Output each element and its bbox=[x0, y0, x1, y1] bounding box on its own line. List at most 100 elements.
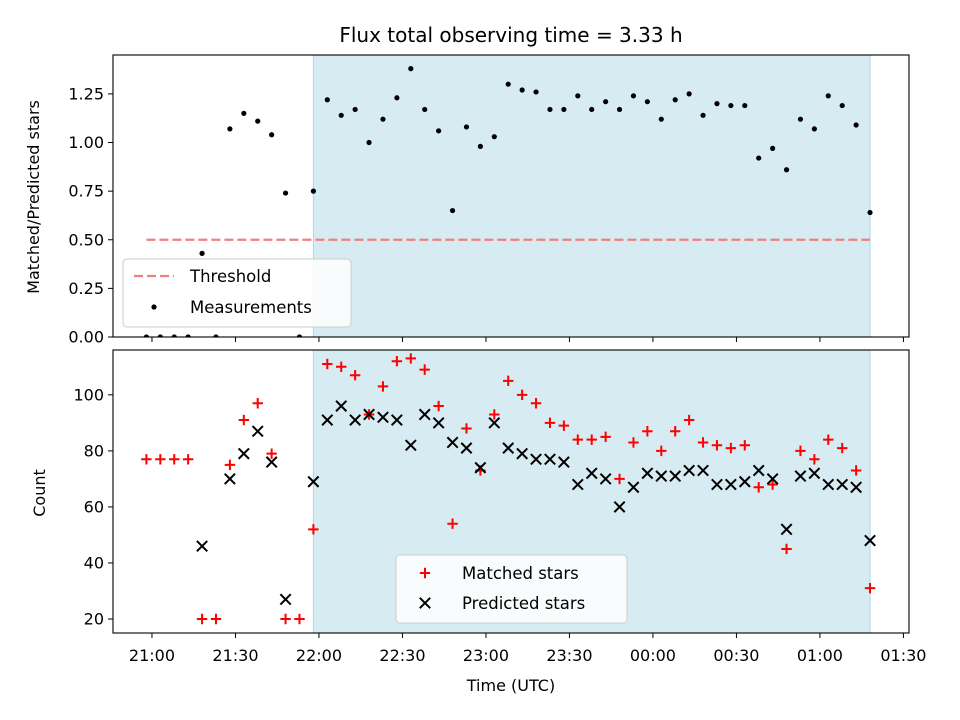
data-point bbox=[282, 190, 289, 196]
legend-box bbox=[122, 258, 352, 328]
data-point bbox=[738, 475, 751, 488]
data-point bbox=[307, 475, 320, 488]
data-point bbox=[199, 250, 205, 256]
data-point bbox=[656, 445, 667, 457]
data-point bbox=[251, 425, 264, 438]
data-point bbox=[614, 473, 625, 485]
data-point bbox=[864, 534, 876, 547]
data-point bbox=[571, 478, 584, 491]
data-point bbox=[557, 456, 570, 468]
data-point bbox=[390, 414, 403, 426]
top-panel-ratio: 0.00 0.25 0.50 0.75 1.00 1.25 Threshold Measure… bbox=[68, 54, 910, 347]
data-point bbox=[143, 334, 149, 337]
data-point bbox=[585, 467, 598, 480]
legend-predicted-swatch bbox=[419, 597, 431, 609]
axes-frame bbox=[112, 54, 910, 338]
data-point bbox=[533, 89, 539, 95]
data-point bbox=[616, 106, 623, 113]
data-point bbox=[669, 470, 682, 482]
data-point bbox=[823, 434, 834, 445]
plot-area bbox=[141, 353, 876, 625]
data-point bbox=[489, 409, 500, 420]
data-point bbox=[196, 613, 208, 625]
data-point bbox=[811, 126, 817, 132]
data-point bbox=[238, 414, 250, 426]
data-point bbox=[418, 408, 431, 421]
legend-predicted-label: Predicted stars bbox=[462, 594, 585, 613]
data-point bbox=[544, 417, 556, 429]
data-point bbox=[628, 437, 639, 448]
legend-matched-swatch bbox=[419, 567, 431, 579]
data-point bbox=[377, 381, 389, 392]
y-tick-label: 0.75 bbox=[68, 182, 104, 201]
data-point bbox=[394, 95, 400, 101]
data-point bbox=[280, 613, 291, 625]
data-point bbox=[227, 126, 233, 132]
legend-threshold-label: Threshold bbox=[189, 267, 271, 286]
x-tick-label: 23:00 bbox=[463, 646, 509, 665]
data-point bbox=[182, 454, 194, 465]
data-point bbox=[366, 139, 372, 146]
data-point bbox=[322, 358, 333, 370]
data-point bbox=[655, 470, 668, 482]
data-point bbox=[850, 481, 863, 494]
x-tick-label: 22:00 bbox=[296, 646, 342, 665]
data-point bbox=[419, 364, 430, 375]
data-point bbox=[223, 472, 236, 485]
data-point bbox=[627, 481, 640, 494]
data-point bbox=[780, 523, 793, 536]
data-point bbox=[380, 116, 386, 122]
data-point bbox=[700, 112, 706, 118]
data-point bbox=[477, 143, 483, 150]
data-point bbox=[224, 459, 236, 471]
y-tick-label: 0.50 bbox=[68, 230, 104, 249]
data-point bbox=[783, 167, 790, 173]
data-point bbox=[502, 442, 515, 454]
top-y-axis-label: Matched/Predicted stars bbox=[24, 100, 43, 294]
data-point bbox=[711, 440, 723, 451]
data-point bbox=[770, 145, 776, 151]
data-point bbox=[404, 439, 417, 452]
data-point bbox=[530, 398, 542, 409]
data-point bbox=[599, 472, 612, 485]
data-point bbox=[310, 188, 316, 194]
data-point bbox=[728, 102, 734, 109]
y-tick-label: 40 bbox=[84, 553, 104, 572]
y-tick-label: 100 bbox=[73, 385, 104, 404]
x-tick-label: 00:00 bbox=[630, 646, 676, 665]
plot-area bbox=[143, 66, 873, 337]
data-point bbox=[753, 482, 764, 493]
data-point bbox=[503, 375, 514, 387]
data-point bbox=[547, 106, 553, 113]
x-tick-label: 23:30 bbox=[546, 646, 592, 665]
data-point bbox=[210, 613, 222, 625]
data-point bbox=[335, 400, 348, 412]
data-point bbox=[544, 453, 556, 466]
data-point bbox=[474, 461, 487, 474]
data-point bbox=[672, 97, 678, 103]
y-tick-label: 1.25 bbox=[68, 84, 104, 103]
data-point bbox=[169, 454, 180, 465]
legend-measurements-label: Measurements bbox=[190, 298, 312, 317]
data-point bbox=[446, 436, 459, 449]
data-point bbox=[613, 501, 626, 513]
data-point bbox=[308, 524, 319, 535]
data-point bbox=[505, 81, 511, 87]
bottom-panel-counts: 20 40 60 80 100 21:00 21:30 22:00 22:30 23:00 23:3… bbox=[73, 349, 926, 665]
data-point bbox=[630, 93, 637, 99]
data-point bbox=[575, 93, 581, 99]
y-tick-label: 0.00 bbox=[68, 328, 104, 347]
data-point bbox=[850, 465, 862, 476]
data-point bbox=[600, 431, 611, 443]
data-point bbox=[561, 106, 567, 113]
data-point bbox=[724, 478, 737, 491]
bottom-y-axis-label: Count bbox=[30, 469, 49, 517]
data-point bbox=[447, 518, 458, 529]
data-point bbox=[349, 370, 361, 381]
data-point bbox=[767, 479, 778, 490]
data-point bbox=[336, 361, 347, 373]
series-matched-stars bbox=[141, 353, 876, 625]
x-tick-label: 21:30 bbox=[212, 646, 258, 665]
data-point bbox=[822, 478, 835, 491]
